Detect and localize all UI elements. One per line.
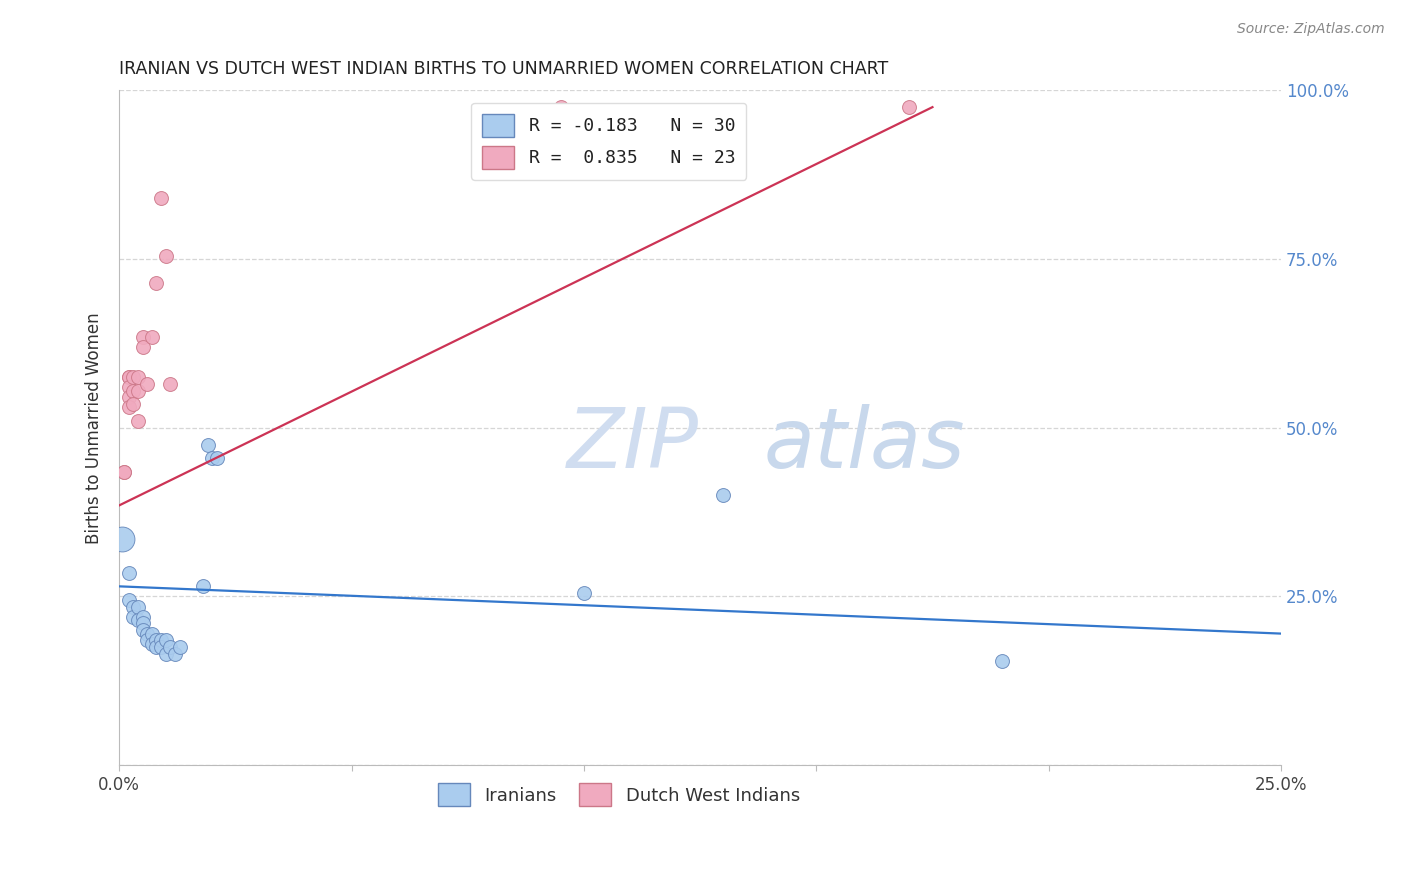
Point <box>150 633 173 648</box>
Point <box>136 376 159 391</box>
Point <box>110 532 132 546</box>
Point <box>127 384 149 398</box>
Point <box>117 370 139 384</box>
Point <box>131 329 153 343</box>
Point <box>136 626 159 640</box>
Point <box>572 586 595 600</box>
Point <box>155 633 177 648</box>
Point <box>145 633 167 648</box>
Point <box>131 616 153 631</box>
Point <box>169 640 191 654</box>
Point <box>159 376 181 391</box>
Point <box>131 609 153 624</box>
Point <box>117 390 139 404</box>
Point <box>197 437 219 451</box>
Point <box>122 384 145 398</box>
Point <box>112 465 135 479</box>
Point <box>141 329 163 343</box>
Legend: Iranians, Dutch West Indians: Iranians, Dutch West Indians <box>430 776 807 814</box>
Point <box>131 340 153 354</box>
Text: atlas: atlas <box>763 404 966 485</box>
Point <box>117 370 139 384</box>
Point <box>991 654 1014 668</box>
Point <box>127 414 149 428</box>
Point <box>141 626 163 640</box>
Point <box>145 276 167 290</box>
Point <box>163 647 186 661</box>
Point <box>131 624 153 638</box>
Point <box>141 637 163 651</box>
Point <box>127 599 149 614</box>
Point <box>191 579 214 593</box>
Point <box>122 599 145 614</box>
Text: IRANIAN VS DUTCH WEST INDIAN BIRTHS TO UNMARRIED WOMEN CORRELATION CHART: IRANIAN VS DUTCH WEST INDIAN BIRTHS TO U… <box>120 60 889 78</box>
Point <box>159 640 181 654</box>
Point <box>201 451 224 466</box>
Point <box>127 613 149 627</box>
Point <box>112 465 135 479</box>
Point <box>122 609 145 624</box>
Point <box>127 370 149 384</box>
Point <box>117 380 139 394</box>
Point <box>117 401 139 415</box>
Point <box>136 633 159 648</box>
Point <box>205 451 228 466</box>
Point <box>711 488 734 502</box>
Point <box>150 191 173 205</box>
Point <box>898 100 921 114</box>
Point <box>117 566 139 580</box>
Point <box>122 370 145 384</box>
Text: Source: ZipAtlas.com: Source: ZipAtlas.com <box>1237 22 1385 37</box>
Point <box>150 640 173 654</box>
Point <box>122 397 145 411</box>
Text: ZIP: ZIP <box>567 404 699 485</box>
Point <box>155 249 177 263</box>
Point <box>145 640 167 654</box>
Point <box>117 592 139 607</box>
Point <box>550 100 572 114</box>
Point <box>155 647 177 661</box>
Y-axis label: Births to Unmarried Women: Births to Unmarried Women <box>86 312 103 543</box>
